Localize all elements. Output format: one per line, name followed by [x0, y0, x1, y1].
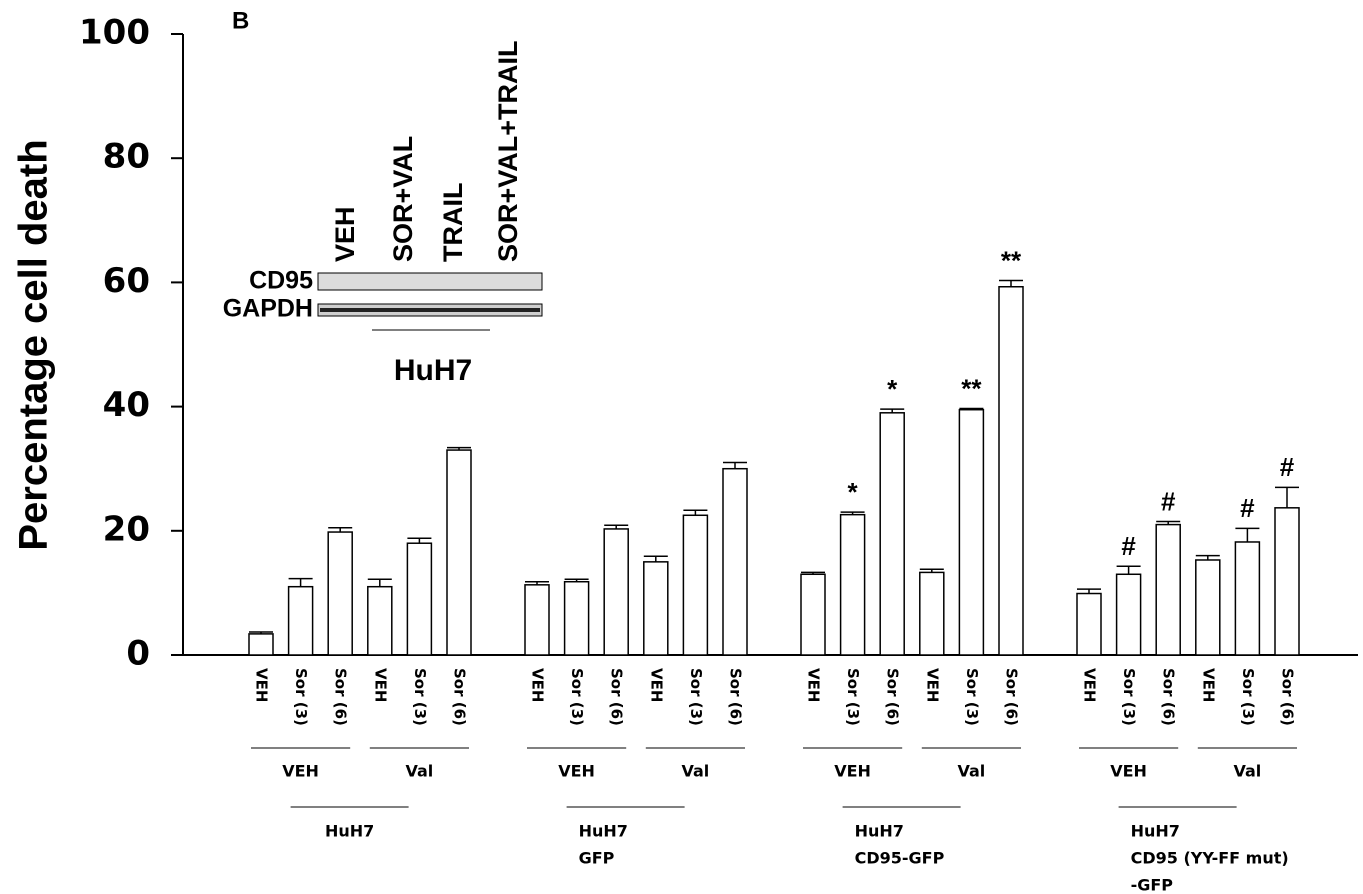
- x-tick-label: VEH: [1199, 668, 1217, 702]
- bar: [880, 413, 904, 655]
- x-tick-label: VEH: [805, 668, 823, 702]
- bar: [1117, 574, 1141, 655]
- x-tick-label: VEH: [923, 668, 941, 702]
- subgroup-label: Val: [958, 762, 986, 781]
- x-tick-label: Sor (3): [292, 668, 310, 726]
- bar: [525, 585, 549, 655]
- significance-marker: *: [848, 477, 859, 507]
- significance-marker: **: [1001, 245, 1022, 275]
- group-label: CD95-GFP: [855, 849, 945, 868]
- blot-band: [318, 273, 542, 290]
- significance-marker: *: [887, 374, 898, 404]
- x-tick-label: Sor (6): [1160, 668, 1178, 726]
- x-tick-label: Sor (3): [568, 668, 586, 726]
- page: B Percentage cell death 0 20 40 60 80 100 VEH S…: [0, 0, 1363, 894]
- lane-label: VEH: [330, 206, 360, 262]
- y-tick-label: 100: [79, 13, 150, 53]
- x-tick-label: Sor (6): [884, 668, 902, 726]
- significance-marker: **: [961, 373, 982, 403]
- group-label: HuH7: [1131, 822, 1180, 841]
- bar: [1196, 560, 1220, 655]
- y-axis-title: Percentage cell death: [12, 139, 56, 550]
- x-tick-label: Sor (6): [1279, 668, 1297, 726]
- lane-label: TRAIL: [438, 183, 468, 262]
- bar: [644, 562, 668, 655]
- x-tick-label: Sor (6): [727, 668, 745, 726]
- significance-marker: #: [1161, 486, 1176, 516]
- y-tick-label: 80: [103, 137, 150, 177]
- significance-marker: #: [1121, 531, 1136, 561]
- error-bar: [1275, 487, 1299, 507]
- x-tick-label: VEH: [253, 668, 271, 702]
- group-label: GFP: [579, 849, 615, 868]
- bar: [841, 515, 865, 655]
- x-tick-label: Sor (3): [963, 668, 981, 726]
- x-tick-label: Sor (3): [844, 668, 862, 726]
- x-tick-label: Sor (3): [687, 668, 705, 726]
- panel-label: B: [232, 7, 249, 34]
- lane-label: SOR+VAL: [388, 136, 418, 262]
- x-tick-label: Sor (6): [332, 668, 350, 726]
- error-bar: [999, 281, 1023, 287]
- error-bar: [289, 579, 313, 587]
- subgroup-label: VEH: [282, 762, 319, 781]
- x-tick-label: VEH: [1081, 668, 1099, 702]
- subgroup-label: VEH: [1110, 762, 1147, 781]
- subgroup-label: VEH: [834, 762, 871, 781]
- significance-marker: #: [1240, 493, 1255, 523]
- bar: [959, 410, 983, 655]
- error-bar: [368, 579, 392, 586]
- significance-marker: #: [1280, 452, 1295, 482]
- bar: [289, 587, 313, 655]
- error-bar: [723, 462, 747, 468]
- error-bar: [1117, 566, 1141, 574]
- group-label: HuH7: [325, 822, 374, 841]
- bar: [920, 572, 944, 655]
- subgroup-label: Val: [682, 762, 710, 781]
- y-tick-label: 20: [103, 509, 150, 549]
- bar: [1077, 594, 1101, 655]
- x-tick-label: Sor (3): [411, 668, 429, 726]
- x-tick-label: Sor (3): [1120, 668, 1138, 726]
- y-tick-label: 60: [103, 261, 150, 301]
- band-label: GAPDH: [223, 295, 313, 323]
- y-tick-label: 0: [126, 634, 150, 674]
- bar: [801, 574, 825, 655]
- group-label: HuH7: [855, 822, 904, 841]
- x-tick-label: VEH: [529, 668, 547, 702]
- y-tick-label: 40: [103, 385, 150, 425]
- bar: [1235, 542, 1259, 655]
- subgroup-label: Val: [1234, 762, 1262, 781]
- bar: [604, 529, 628, 655]
- bar: [1275, 508, 1299, 655]
- x-tick-label: Sor (3): [1239, 668, 1257, 726]
- bar: [565, 582, 589, 655]
- bar: [328, 532, 352, 655]
- group-label: CD95 (YY-FF mut): [1131, 849, 1289, 868]
- x-tick-label: VEH: [647, 668, 665, 702]
- bar: [407, 543, 431, 655]
- group-label: -GFP: [1131, 876, 1174, 894]
- subgroup-label: VEH: [558, 762, 595, 781]
- x-tick-label: Sor (6): [1003, 668, 1021, 726]
- x-tick-label: VEH: [371, 668, 389, 702]
- bar: [723, 469, 747, 655]
- bar: [999, 287, 1023, 655]
- subgroup-label: Val: [406, 762, 434, 781]
- x-tick-label: Sor (6): [608, 668, 626, 726]
- blot-band: [320, 308, 540, 312]
- inset-label: HuH7: [394, 354, 472, 387]
- group-label: HuH7: [579, 822, 628, 841]
- bar: [249, 634, 273, 655]
- band-label: CD95: [249, 267, 313, 295]
- bar: [368, 587, 392, 655]
- bar: [447, 450, 471, 655]
- bar: [683, 515, 707, 655]
- lane-label: SOR+VAL+TRAIL: [493, 40, 523, 262]
- error-bar: [1235, 528, 1259, 542]
- chart: B Percentage cell death 0 20 40 60 80 100 VEH S…: [0, 0, 1363, 894]
- x-tick-label: Sor (6): [451, 668, 469, 726]
- bar: [1156, 525, 1180, 655]
- error-bar: [644, 556, 668, 562]
